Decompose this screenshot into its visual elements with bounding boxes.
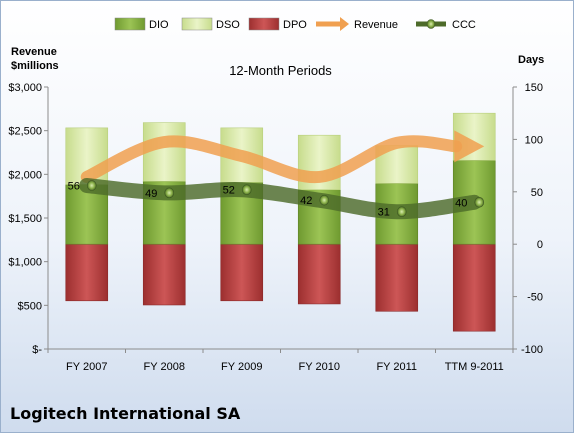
legend-marker-ccc bbox=[426, 19, 436, 29]
legend-swatch-dio bbox=[114, 17, 146, 31]
left-tick-label: $3,000 bbox=[8, 82, 42, 94]
ccc-point bbox=[86, 180, 97, 191]
category-label: TTM 9-2011 bbox=[445, 361, 504, 373]
left-tick-label: $1,500 bbox=[8, 213, 42, 225]
left-axis-title-line2: $millions bbox=[11, 60, 59, 72]
right-tick-label: 100 bbox=[525, 134, 543, 146]
legend-label: DSO bbox=[216, 19, 240, 31]
dpo-bar bbox=[142, 243, 186, 306]
ccc-point bbox=[164, 187, 175, 199]
revenue-line bbox=[80, 135, 463, 184]
chart-title: 12-Month Periods bbox=[229, 63, 332, 78]
category-label: FY 2009 bbox=[221, 361, 262, 373]
right-tick-label: 50 bbox=[531, 187, 543, 199]
right-tick-label: 0 bbox=[537, 239, 543, 251]
ccc-point bbox=[241, 184, 252, 196]
left-tick-label: $500 bbox=[18, 300, 42, 312]
legend-label: DIO bbox=[149, 19, 169, 31]
ccc-data-label: 31 bbox=[378, 207, 390, 219]
dso-bar bbox=[142, 122, 186, 182]
dpo-bar bbox=[452, 243, 496, 332]
revenue-arrowhead bbox=[454, 130, 485, 163]
ccc-point bbox=[319, 194, 330, 206]
left-tick-label: $1,000 bbox=[8, 257, 42, 269]
ccc-data-label: 42 bbox=[300, 195, 312, 207]
right-tick-label: -100 bbox=[521, 344, 543, 356]
category-label: FY 2010 bbox=[299, 361, 340, 373]
right-tick-label: 150 bbox=[525, 82, 543, 94]
legend-label: DPO bbox=[283, 19, 307, 31]
ccc-point bbox=[396, 206, 407, 218]
left-tick-label: $- bbox=[32, 344, 42, 356]
dpo-bar bbox=[375, 243, 419, 312]
right-axis-title: Days bbox=[518, 54, 544, 66]
legend-swatch-dpo bbox=[248, 17, 280, 31]
ccc-data-label: 49 bbox=[145, 188, 157, 200]
category-label: FY 2007 bbox=[66, 361, 107, 373]
right-tick-label: -50 bbox=[527, 292, 543, 304]
left-axis-title-line1: Revenue bbox=[11, 46, 57, 58]
company-name: Logitech International SA bbox=[10, 404, 241, 423]
category-label: FY 2011 bbox=[376, 361, 417, 373]
legend-arrow-revenue bbox=[340, 17, 349, 31]
ccc-data-label: 52 bbox=[223, 185, 235, 197]
legend-label: CCC bbox=[452, 19, 476, 31]
legend-swatch-dso bbox=[181, 17, 213, 31]
dpo-bar bbox=[297, 243, 341, 305]
ccc-point bbox=[474, 196, 485, 208]
dpo-bar bbox=[220, 243, 264, 302]
ccc-data-label: 40 bbox=[455, 197, 467, 209]
left-tick-label: $2,500 bbox=[8, 126, 42, 138]
dpo-bar bbox=[65, 243, 109, 302]
legend-label: Revenue bbox=[354, 19, 398, 31]
ccc-data-label: 56 bbox=[68, 181, 80, 193]
left-tick-label: $2,000 bbox=[8, 169, 42, 181]
category-label: FY 2008 bbox=[144, 361, 185, 373]
